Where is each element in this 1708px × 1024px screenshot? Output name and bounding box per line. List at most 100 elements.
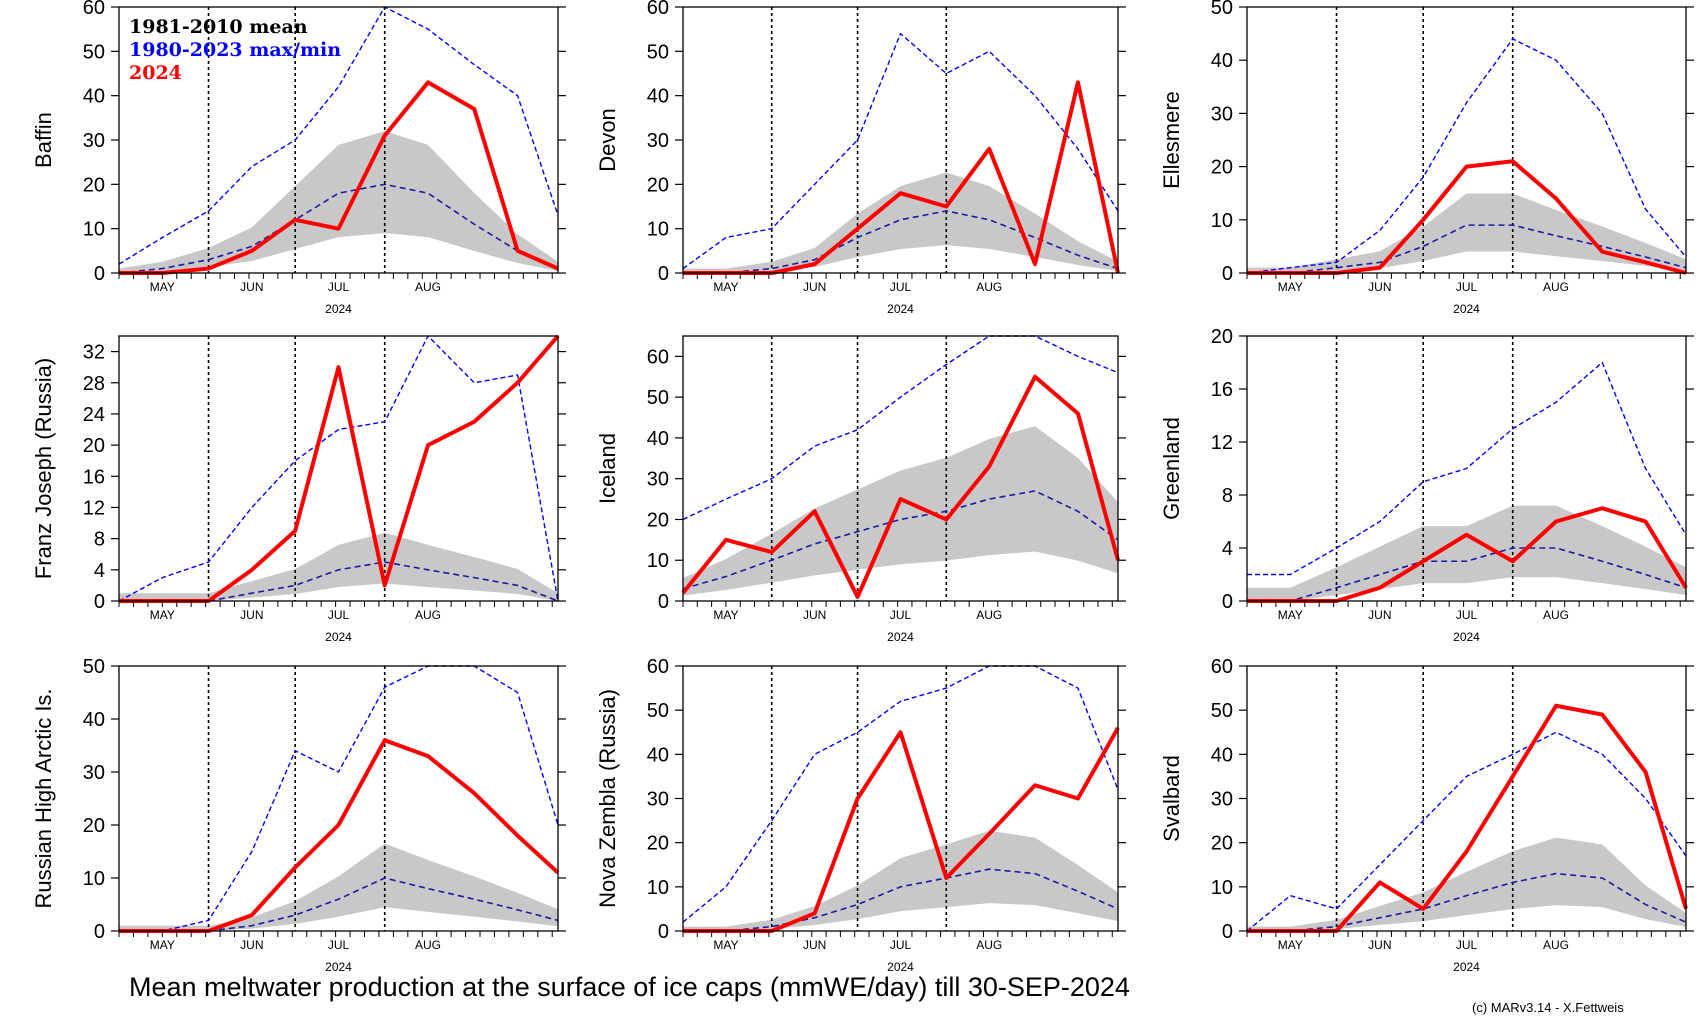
series-mean-line bbox=[1247, 872, 1687, 932]
x-axis-year-label: 2024 bbox=[325, 630, 352, 644]
y-tick-label: 20 bbox=[83, 435, 105, 457]
envelope-area bbox=[683, 426, 1118, 596]
month-tick-label: AUG bbox=[415, 280, 441, 294]
series-mean-line bbox=[682, 490, 1119, 590]
legend: 1981-2010 mean 1980-2023 max/min 2024 bbox=[129, 16, 341, 84]
month-tick-label: AUG bbox=[415, 938, 441, 952]
y-tick-label: 12 bbox=[83, 497, 105, 519]
y-tick-label: 10 bbox=[83, 868, 105, 890]
y-tick-label: 30 bbox=[647, 789, 669, 811]
envelope-area bbox=[1247, 837, 1686, 931]
y-tick-label: 0 bbox=[94, 591, 105, 613]
month-tick-label: JUL bbox=[890, 280, 912, 294]
month-tick-label: MAY bbox=[150, 938, 175, 952]
figure-caption: Mean meltwater production at the surface… bbox=[129, 972, 1130, 1002]
y-axis-title: Franz Joseph (Russia) bbox=[31, 358, 56, 579]
y-axis-title: Greenland bbox=[1159, 417, 1184, 520]
y-tick-label: 0 bbox=[94, 263, 105, 285]
legend-current-label: 2024 bbox=[129, 62, 182, 84]
series-mean-line bbox=[683, 868, 1119, 932]
y-tick-label: 10 bbox=[647, 219, 669, 241]
month-tick-label: JUN bbox=[1368, 608, 1391, 622]
y-tick-label: 0 bbox=[658, 263, 669, 285]
month-tick-label: MAY bbox=[713, 280, 738, 294]
legend-maxmin-label: 1980-2023 max/min bbox=[129, 39, 341, 61]
y-tick-label: 40 bbox=[647, 744, 669, 766]
series-2024-line bbox=[681, 374, 1120, 599]
y-tick-label: 20 bbox=[647, 833, 669, 855]
credit-line: (c) MARv3.14 - X.Fettweis bbox=[1472, 1000, 1624, 1015]
y-tick-label: 20 bbox=[1211, 326, 1233, 348]
series-max-line bbox=[682, 665, 1119, 923]
y-tick-label: 8 bbox=[1222, 485, 1233, 507]
chart-panel: 0 4 8 12 16 20 MAY JUN JUL AUG 2024 Greenland bbox=[1159, 326, 1694, 644]
y-tick-label: 60 bbox=[647, 656, 669, 678]
y-tick-label: 0 bbox=[1222, 921, 1233, 943]
y-tick-label: 32 bbox=[83, 342, 105, 364]
y-tick-label: 20 bbox=[1211, 833, 1233, 855]
y-tick-label: 40 bbox=[1211, 744, 1233, 766]
y-tick-label: 20 bbox=[83, 815, 105, 837]
month-tick-label: JUL bbox=[328, 608, 350, 622]
y-tick-label: 0 bbox=[94, 921, 105, 943]
series-max-line bbox=[1246, 38, 1687, 274]
y-tick-label: 40 bbox=[647, 428, 669, 450]
y-axis-title: Baffin bbox=[31, 112, 56, 168]
y-tick-label: 28 bbox=[83, 373, 105, 395]
y-tick-label: 50 bbox=[1211, 0, 1233, 19]
y-tick-label: 30 bbox=[1211, 789, 1233, 811]
month-tick-label: JUL bbox=[1456, 938, 1478, 952]
x-axis-year-label: 2024 bbox=[887, 960, 914, 974]
y-tick-label: 10 bbox=[1211, 210, 1233, 232]
chart-panel: 0 10 20 30 40 50 MAY JUN JUL AUG 2024 Ellesmere bbox=[1159, 0, 1694, 316]
chart-panel: 0 10 20 30 40 50 60 MAY JUN JUL AUG 2024 Nova Zembla… bbox=[595, 656, 1126, 974]
y-tick-label: 60 bbox=[1211, 656, 1233, 678]
y-tick-label: 50 bbox=[647, 700, 669, 722]
y-tick-label: 0 bbox=[1222, 591, 1233, 613]
y-tick-label: 30 bbox=[1211, 103, 1233, 125]
y-tick-label: 20 bbox=[647, 509, 669, 531]
y-axis-title: Ellesmere bbox=[1159, 91, 1184, 189]
y-tick-label: 30 bbox=[647, 469, 669, 491]
envelope-area bbox=[119, 131, 558, 273]
envelope-area bbox=[119, 843, 558, 931]
y-tick-label: 0 bbox=[1222, 263, 1233, 285]
month-tick-label: AUG bbox=[976, 280, 1002, 294]
y-tick-label: 20 bbox=[647, 174, 669, 196]
x-axis-year-label: 2024 bbox=[1453, 960, 1480, 974]
month-tick-label: JUN bbox=[240, 280, 263, 294]
chart-panel: 0 10 20 30 40 50 MAY JUN JUL AUG 2024 Russian High … bbox=[31, 656, 566, 974]
y-tick-label: 40 bbox=[83, 709, 105, 731]
y-axis-title: Iceland bbox=[595, 433, 620, 504]
month-tick-label: JUL bbox=[328, 938, 350, 952]
y-tick-label: 50 bbox=[83, 656, 105, 678]
month-tick-label: JUN bbox=[803, 280, 826, 294]
month-tick-label: JUN bbox=[1368, 938, 1391, 952]
month-tick-label: MAY bbox=[1278, 280, 1303, 294]
y-axis-title: Nova Zembla (Russia) bbox=[595, 689, 620, 908]
y-tick-label: 10 bbox=[1211, 877, 1233, 899]
month-tick-label: JUN bbox=[803, 608, 826, 622]
month-tick-label: MAY bbox=[150, 608, 175, 622]
month-tick-label: MAY bbox=[1278, 608, 1303, 622]
series-max-line bbox=[118, 335, 559, 602]
x-axis-year-label: 2024 bbox=[1453, 302, 1480, 316]
y-tick-label: 4 bbox=[1222, 538, 1233, 560]
y-tick-label: 30 bbox=[83, 762, 105, 784]
month-tick-label: MAY bbox=[1278, 938, 1303, 952]
x-axis-year-label: 2024 bbox=[1453, 630, 1480, 644]
series-2024-line bbox=[119, 80, 559, 275]
y-tick-label: 8 bbox=[94, 529, 105, 551]
y-tick-label: 4 bbox=[94, 560, 105, 582]
plot-frame bbox=[118, 665, 559, 932]
month-tick-label: AUG bbox=[976, 608, 1002, 622]
month-tick-label: JUN bbox=[1368, 280, 1391, 294]
envelope-area bbox=[683, 830, 1118, 931]
y-tick-label: 50 bbox=[647, 41, 669, 63]
month-tick-label: AUG bbox=[1543, 938, 1569, 952]
series-mean-line bbox=[1247, 224, 1687, 274]
y-tick-label: 40 bbox=[1211, 50, 1233, 72]
envelope-area bbox=[1247, 193, 1686, 273]
